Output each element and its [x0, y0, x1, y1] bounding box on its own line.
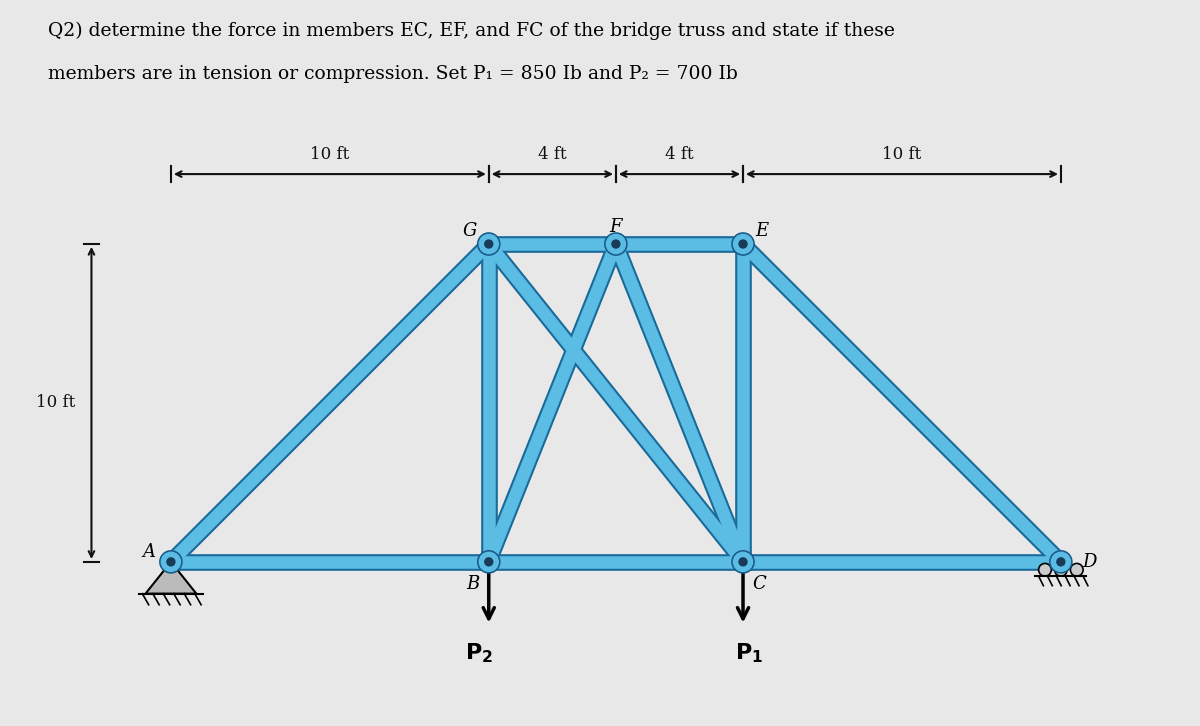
Text: 4 ft: 4 ft: [665, 146, 694, 163]
Polygon shape: [145, 562, 197, 594]
Text: B: B: [467, 575, 480, 593]
Text: 10 ft: 10 ft: [311, 146, 349, 163]
Text: members are in tension or compression. Set P₁ = 850 Ib and P₂ = 700 Ib: members are in tension or compression. S…: [48, 65, 738, 83]
Circle shape: [478, 551, 500, 573]
Text: Q2) determine the force in members EC, EF, and FC of the bridge truss and state : Q2) determine the force in members EC, E…: [48, 22, 895, 40]
Circle shape: [485, 240, 493, 248]
Circle shape: [1051, 552, 1070, 571]
Circle shape: [479, 552, 498, 571]
Circle shape: [167, 558, 175, 566]
Circle shape: [1070, 563, 1084, 576]
Circle shape: [160, 551, 182, 573]
Text: 4 ft: 4 ft: [538, 146, 566, 163]
Circle shape: [478, 233, 500, 255]
Text: $\mathbf{P_2}$: $\mathbf{P_2}$: [466, 641, 493, 665]
Circle shape: [1039, 563, 1051, 576]
Circle shape: [733, 552, 752, 571]
Text: 10 ft: 10 ft: [36, 394, 76, 412]
Circle shape: [605, 233, 628, 255]
Circle shape: [732, 233, 754, 255]
Circle shape: [479, 234, 498, 253]
Circle shape: [612, 240, 620, 248]
Text: F: F: [610, 218, 622, 235]
Text: C: C: [752, 575, 766, 593]
Text: E: E: [756, 222, 769, 240]
Text: $\mathbf{P_1}$: $\mathbf{P_1}$: [736, 641, 763, 665]
Circle shape: [606, 234, 625, 253]
Text: A: A: [142, 543, 155, 561]
Circle shape: [1055, 563, 1067, 576]
Circle shape: [1057, 558, 1064, 566]
Text: D: D: [1082, 552, 1097, 571]
Circle shape: [1050, 551, 1072, 573]
Circle shape: [739, 240, 748, 248]
Text: 10 ft: 10 ft: [882, 146, 922, 163]
Text: G: G: [462, 222, 476, 240]
Circle shape: [732, 551, 754, 573]
Circle shape: [733, 234, 752, 253]
Circle shape: [161, 552, 180, 571]
Circle shape: [739, 558, 748, 566]
Circle shape: [485, 558, 493, 566]
